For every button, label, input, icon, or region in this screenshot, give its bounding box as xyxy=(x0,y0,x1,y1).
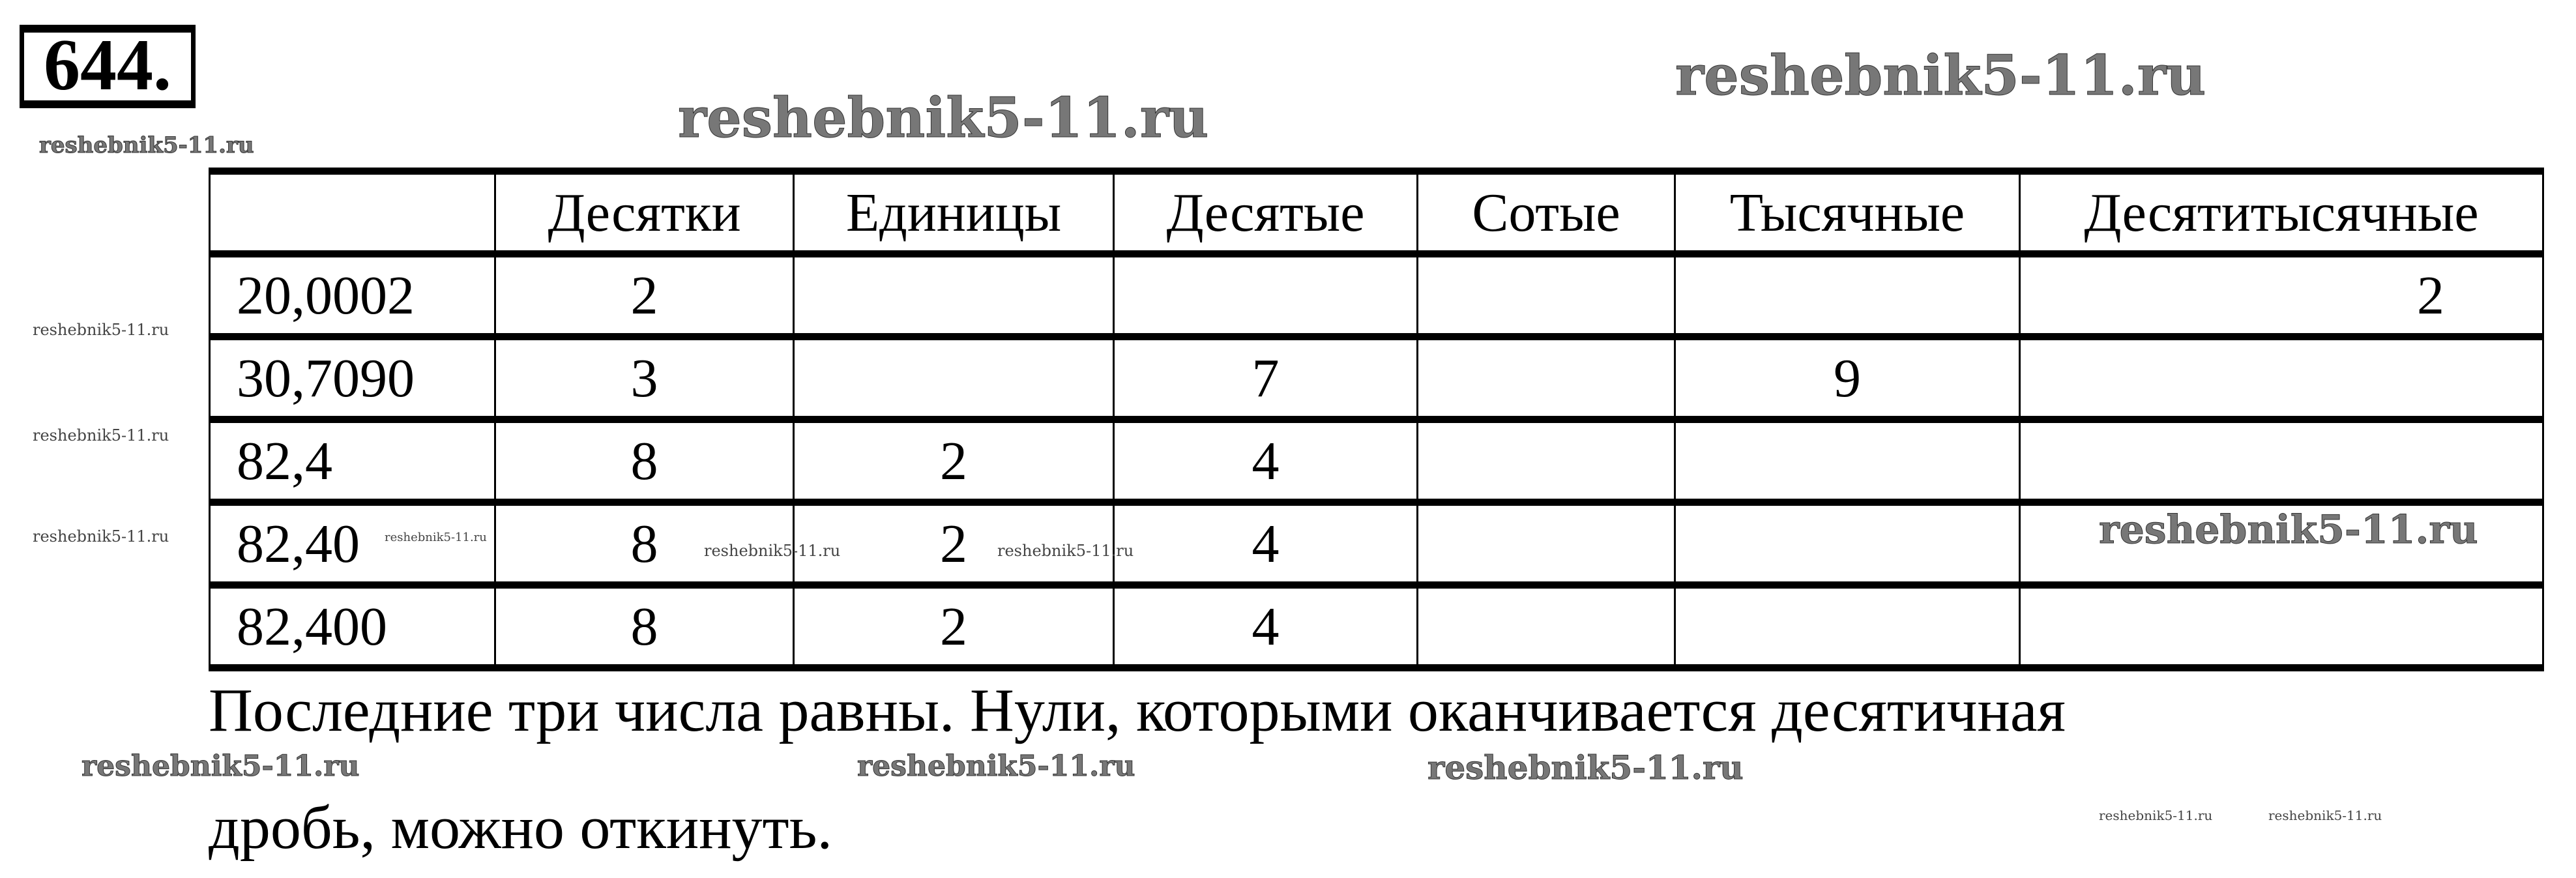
watermark: reshebnik5-11.ru xyxy=(997,542,1134,560)
digit-cell xyxy=(1416,250,1676,340)
digit-cell xyxy=(2019,333,2544,423)
digit-cell: 8 xyxy=(494,416,795,506)
digit-cell xyxy=(1113,250,1418,340)
header-cell: Единицы xyxy=(793,168,1115,257)
watermark: reshebnik5-11.ru xyxy=(39,132,255,158)
header-cell: Десятки xyxy=(494,168,795,257)
digit-cell xyxy=(793,333,1115,423)
digit-cell: 4 xyxy=(1113,416,1418,506)
number-cell: 82,400 xyxy=(209,581,496,671)
digit-cell: 2 xyxy=(793,581,1115,671)
digit-cell: 2 xyxy=(793,416,1115,506)
digit-cell: 4 xyxy=(1113,499,1418,589)
header-cell: Десятитысячные xyxy=(2019,168,2544,257)
number-cell: 82,4 xyxy=(209,416,496,506)
watermark: reshebnik5-11.ru xyxy=(2099,808,2213,823)
header-cell: Сотые xyxy=(1416,168,1676,257)
digit-cell xyxy=(2019,581,2544,671)
table-row: 82,400 8 2 4 xyxy=(209,581,2544,671)
watermark: reshebnik5-11.ru xyxy=(2099,507,2479,553)
watermark: reshebnik5-11.ru xyxy=(385,531,487,544)
digit-cell xyxy=(1416,499,1676,589)
digit-cell: 8 xyxy=(494,581,795,671)
number-cell: 82,40 xyxy=(209,499,496,589)
digit-cell xyxy=(1674,499,2021,589)
table-row: 30,7090 3 7 9 xyxy=(209,333,2544,423)
digit-cell: 2 xyxy=(793,499,1115,589)
problem-number: 644. xyxy=(20,25,196,108)
digit-cell: 4 xyxy=(1113,581,1418,671)
digit-cell xyxy=(1416,581,1676,671)
number-cell: 30,7090 xyxy=(209,333,496,423)
digit-cell: 3 xyxy=(494,333,795,423)
header-cell xyxy=(209,168,496,257)
watermark: reshebnik5-11.ru xyxy=(857,750,1135,783)
header-cell: Десятые xyxy=(1113,168,1418,257)
digit-cell: 8 xyxy=(494,499,795,589)
header-cell: Тысячные xyxy=(1674,168,2021,257)
digit-cell xyxy=(1674,250,2021,340)
answer-line-1: Последние три числа равны. Нули, которым… xyxy=(209,677,2066,744)
digit-cell: 2 xyxy=(494,250,795,340)
watermark: reshebnik5-11.ru xyxy=(1427,748,1744,787)
table-row: 82,40 8 2 4 xyxy=(209,499,2544,589)
digit-cell xyxy=(2019,416,2544,506)
digit-cell: 9 xyxy=(1674,333,2021,423)
table-row: 20,0002 2 2 xyxy=(209,250,2544,340)
answer-line-2: дробь, можно откинуть. xyxy=(209,794,832,862)
table-header-row: Десятки Единицы Десятые Сотые Тысячные Д… xyxy=(209,168,2544,257)
digit-cell xyxy=(1416,416,1676,506)
digit-cell xyxy=(1416,333,1676,423)
digit-cell xyxy=(1674,416,2021,506)
watermark: reshebnik5-11.ru xyxy=(1675,43,2206,108)
watermark: reshebnik5-11.ru xyxy=(33,527,169,546)
digit-cell: 2 xyxy=(2019,250,2544,340)
watermark: reshebnik5-11.ru xyxy=(677,85,1209,150)
digit-cell xyxy=(2019,499,2544,589)
watermark: reshebnik5-11.ru xyxy=(81,750,360,783)
watermark: reshebnik5-11.ru xyxy=(33,426,169,445)
place-value-table: Десятки Единицы Десятые Сотые Тысячные Д… xyxy=(209,168,2544,671)
watermark: reshebnik5-11.ru xyxy=(704,542,841,560)
number-cell: 20,0002 xyxy=(209,250,496,340)
watermark: reshebnik5-11.ru xyxy=(2268,808,2382,823)
digit-cell: 7 xyxy=(1113,333,1418,423)
digit-cell xyxy=(1674,581,2021,671)
table-row: 82,4 8 2 4 xyxy=(209,416,2544,506)
watermark: reshebnik5-11.ru xyxy=(33,321,169,339)
digit-cell xyxy=(793,250,1115,340)
